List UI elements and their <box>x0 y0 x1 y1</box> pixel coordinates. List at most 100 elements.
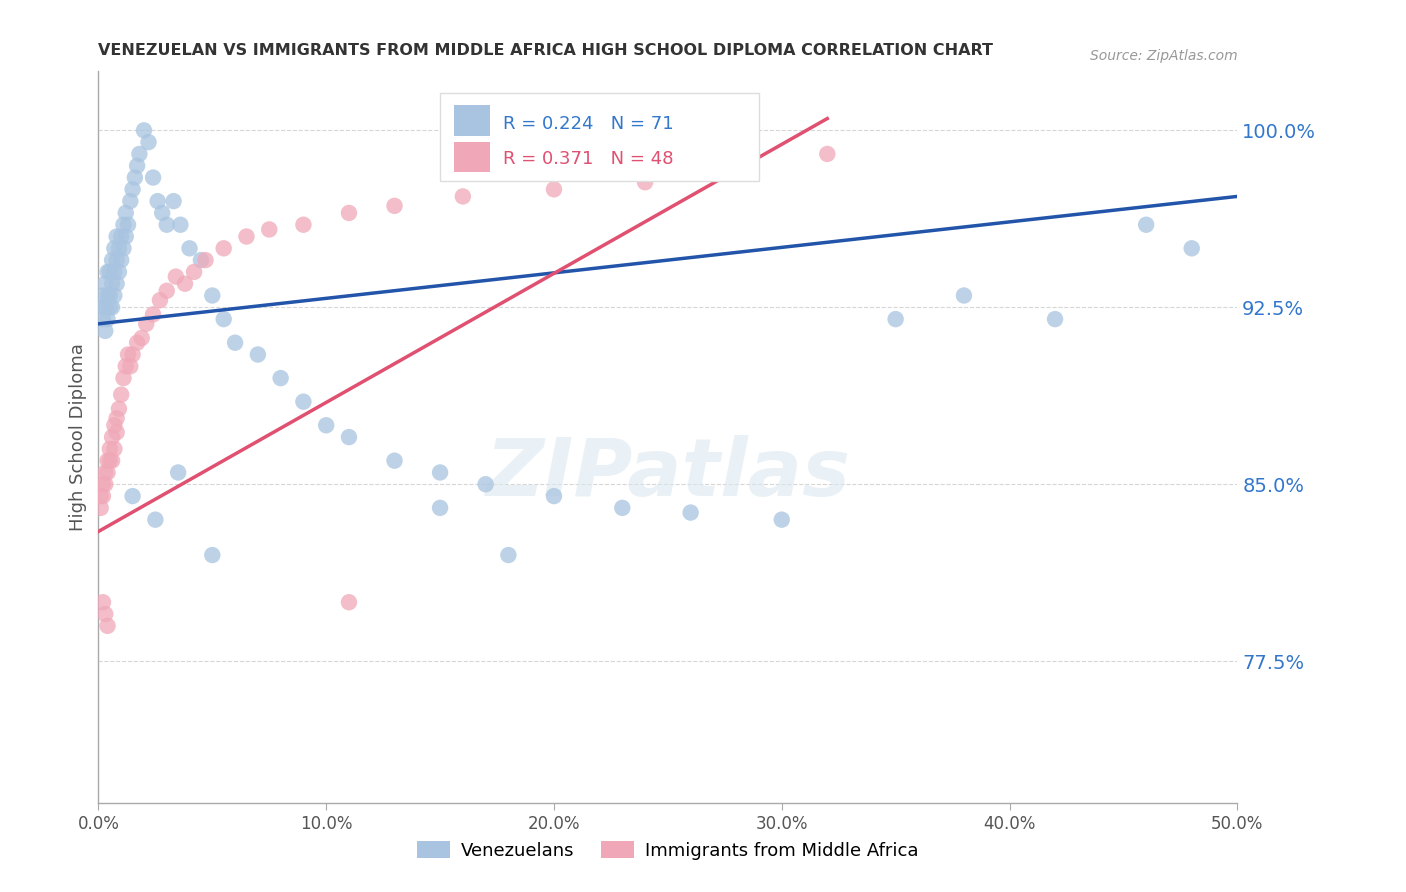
Point <box>112 218 135 232</box>
Point <box>135 317 157 331</box>
Point <box>101 301 124 315</box>
Point <box>451 189 474 203</box>
Point <box>108 401 131 416</box>
Point <box>174 277 197 291</box>
Point <box>101 453 124 467</box>
Point <box>770 513 793 527</box>
Point <box>98 288 121 302</box>
Point <box>90 489 112 503</box>
Legend: Venezuelans, Immigrants from Middle Africa: Venezuelans, Immigrants from Middle Afri… <box>411 834 925 867</box>
Text: VENEZUELAN VS IMMIGRANTS FROM MIDDLE AFRICA HIGH SCHOOL DIPLOMA CORRELATION CHAR: VENEZUELAN VS IMMIGRANTS FROM MIDDLE AFR… <box>98 43 994 58</box>
Point <box>96 453 118 467</box>
Point <box>179 241 201 255</box>
Point <box>150 206 173 220</box>
Point <box>142 170 165 185</box>
Point <box>201 288 224 302</box>
Point <box>169 218 191 232</box>
Point <box>117 347 139 361</box>
Point <box>112 241 135 255</box>
Point <box>292 218 315 232</box>
Point <box>429 500 451 515</box>
Point <box>384 199 406 213</box>
Point <box>103 418 125 433</box>
Point <box>110 253 132 268</box>
Point <box>162 194 184 208</box>
Point <box>884 312 907 326</box>
Point <box>429 466 451 480</box>
Point <box>127 335 149 350</box>
Point <box>96 288 118 302</box>
Point <box>235 229 257 244</box>
Point <box>474 477 496 491</box>
Text: ZIPatlas: ZIPatlas <box>485 434 851 513</box>
Point <box>101 430 124 444</box>
Point <box>121 347 143 361</box>
Point <box>167 466 190 480</box>
Point <box>98 265 121 279</box>
Point <box>725 166 748 180</box>
Point <box>98 301 121 315</box>
Point <box>94 301 117 315</box>
Point <box>114 229 136 244</box>
Point <box>105 425 128 440</box>
Point <box>94 607 117 621</box>
Point <box>105 277 128 291</box>
Point <box>120 359 142 374</box>
Point <box>120 194 142 208</box>
Point <box>90 500 112 515</box>
Point <box>91 312 114 326</box>
Y-axis label: High School Diploma: High School Diploma <box>69 343 87 531</box>
Point <box>105 253 128 268</box>
Point <box>108 265 131 279</box>
Point <box>146 194 169 208</box>
Point <box>105 229 128 244</box>
Point <box>149 293 172 308</box>
Point <box>156 218 179 232</box>
Point <box>156 284 179 298</box>
Point <box>121 182 143 196</box>
FancyBboxPatch shape <box>440 94 759 181</box>
Point <box>96 466 118 480</box>
Point <box>91 489 114 503</box>
Point <box>94 466 117 480</box>
Point <box>121 489 143 503</box>
Point <box>212 312 235 326</box>
Point <box>103 288 125 302</box>
Point <box>224 335 246 350</box>
Point <box>212 241 235 255</box>
Point <box>94 277 117 291</box>
Point <box>498 548 520 562</box>
Point <box>183 265 205 279</box>
Point <box>105 411 128 425</box>
Point <box>194 253 217 268</box>
Point <box>165 269 187 284</box>
Point <box>246 347 269 361</box>
Point <box>101 277 124 291</box>
Text: R = 0.371   N = 48: R = 0.371 N = 48 <box>503 150 673 168</box>
Point <box>132 123 155 137</box>
Text: R = 0.224   N = 71: R = 0.224 N = 71 <box>503 115 673 133</box>
Point <box>114 359 136 374</box>
Point <box>1181 241 1204 255</box>
Point <box>112 371 135 385</box>
Point <box>110 387 132 401</box>
Point <box>127 159 149 173</box>
FancyBboxPatch shape <box>454 105 491 136</box>
FancyBboxPatch shape <box>454 142 491 172</box>
Point <box>1135 218 1157 232</box>
Point <box>138 135 160 149</box>
Point <box>128 147 150 161</box>
Point <box>315 418 337 433</box>
Point <box>612 500 634 515</box>
Point <box>270 371 292 385</box>
Point <box>91 595 114 609</box>
Point <box>96 619 118 633</box>
Point <box>103 265 125 279</box>
Point <box>124 170 146 185</box>
Point <box>634 175 657 189</box>
Point <box>543 182 565 196</box>
Point <box>98 442 121 456</box>
Point <box>98 453 121 467</box>
Point <box>101 253 124 268</box>
Point <box>117 218 139 232</box>
